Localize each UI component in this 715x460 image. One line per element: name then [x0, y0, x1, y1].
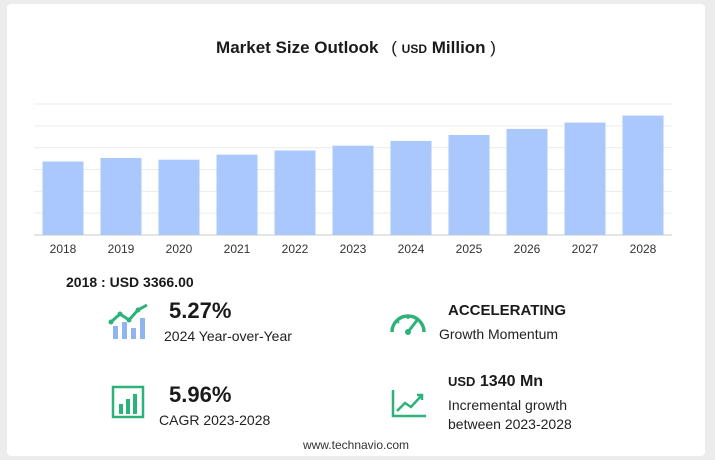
bar-2025: [448, 135, 490, 235]
bar-2022: [274, 150, 316, 235]
base-year-value: 2018 : USD 3366.00: [66, 274, 194, 290]
bar-2023: [332, 145, 374, 235]
yoy-value: 5.27%: [169, 298, 232, 323]
bar-2024: [390, 140, 432, 235]
incremental-caption-line2: between 2023-2028: [448, 416, 572, 432]
chart-title-main: Market Size Outlook: [216, 38, 379, 57]
x-tick-label: 2021: [224, 242, 251, 256]
bar-2026: [506, 128, 548, 235]
bar-2027: [564, 122, 606, 235]
cagr-value: 5.96%: [169, 382, 232, 407]
cagr-caption: CAGR 2023-2028: [159, 412, 271, 428]
yoy-caption: 2024 Year-over-Year: [164, 328, 292, 344]
x-tick-label: 2027: [572, 242, 599, 256]
bar-2020: [158, 159, 200, 235]
incremental-caption-line1: Incremental growth: [448, 397, 568, 413]
incremental-amount: 1340 Mn: [479, 373, 544, 390]
bar-2028: [622, 115, 664, 235]
x-tick-label: 2026: [514, 242, 541, 256]
bar-growth-icon: [111, 385, 145, 419]
x-tick-label: 2019: [108, 242, 135, 256]
x-tick-label: 2023: [340, 242, 367, 256]
x-tick-label: 2020: [166, 242, 193, 256]
incremental-value: USD 1340 Mn: [448, 373, 543, 391]
bar-2019: [100, 157, 142, 235]
x-tick-label: 2024: [398, 242, 425, 256]
chart-title: Market Size Outlook ( USD Million ): [7, 38, 705, 58]
footer-url: www.technavio.com: [302, 438, 410, 452]
momentum-value: ACCELERATING: [448, 302, 567, 319]
x-tick-label: 2022: [282, 242, 309, 256]
chart-unit-prefix: USD: [401, 42, 427, 56]
x-tick-label: 2018: [50, 242, 77, 256]
chart-unit-label: Million: [431, 38, 486, 57]
speedometer-icon: [390, 314, 426, 335]
bar-2021: [216, 154, 258, 235]
chart-unit: ( USD Million ): [391, 38, 496, 57]
momentum-caption: Growth Momentum: [439, 326, 559, 342]
bar-chart: 2018 2019 2020 2021 2022 2023 2024 2025 2026 2027…: [34, 103, 672, 256]
trend-line-icon: [391, 390, 426, 418]
incremental-currency: USD: [448, 374, 476, 389]
bar-2018: [42, 161, 84, 235]
x-tick-label: 2028: [630, 242, 657, 256]
x-tick-label: 2025: [456, 242, 483, 256]
growth-chart-icon: [108, 303, 148, 339]
market-outlook-card: Market Size Outlook ( USD Million ) 2018…: [7, 4, 705, 456]
